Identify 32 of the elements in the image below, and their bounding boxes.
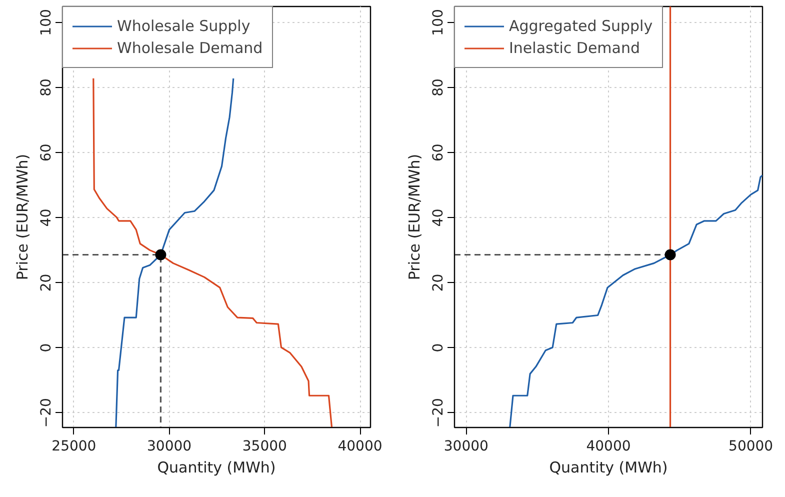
x-tick-label: 40000	[338, 438, 382, 454]
y-tick-label: 40	[38, 208, 54, 227]
y-tick-label: 80	[38, 78, 54, 96]
y-tick-label: 100	[430, 9, 446, 36]
y-tick-label: −20	[430, 398, 446, 428]
y-tick-label: 80	[430, 78, 446, 96]
x-axis-title: Quantity (MWh)	[157, 458, 276, 476]
line-series	[115, 78, 234, 428]
y-tick-label: 20	[38, 274, 54, 292]
legend-label: Wholesale Supply	[117, 16, 250, 36]
x-tick-label: 30000	[147, 438, 192, 454]
line-series	[509, 174, 762, 428]
y-tick-label: 60	[430, 144, 446, 162]
x-tick-label: 50000	[728, 438, 774, 454]
y-tick-label: −20	[38, 398, 54, 428]
x-tick-label: 25000	[52, 438, 96, 454]
y-tick-label: 0	[430, 343, 446, 352]
legend-label: Wholesale Demand	[117, 38, 263, 58]
y-tick-label: 0	[38, 343, 54, 352]
x-tick-label: 30000	[444, 438, 488, 454]
y-tick-label: 20	[430, 274, 446, 292]
y-tick-label: 60	[38, 144, 54, 162]
y-tick-label: 100	[38, 9, 54, 36]
y-axis-title: Price (EUR/MWh)	[14, 154, 32, 280]
legend-label: Inelastic Demand	[509, 38, 640, 58]
y-tick-label: 40	[430, 208, 446, 227]
x-tick-label: 35000	[242, 438, 287, 454]
y-axis-title: Price (EUR/MWh)	[406, 154, 424, 280]
legend-label: Aggregated Supply	[509, 16, 653, 36]
x-tick-label: 40000	[586, 438, 631, 454]
x-axis-title: Quantity (MWh)	[549, 458, 668, 476]
line-series	[92, 78, 333, 428]
